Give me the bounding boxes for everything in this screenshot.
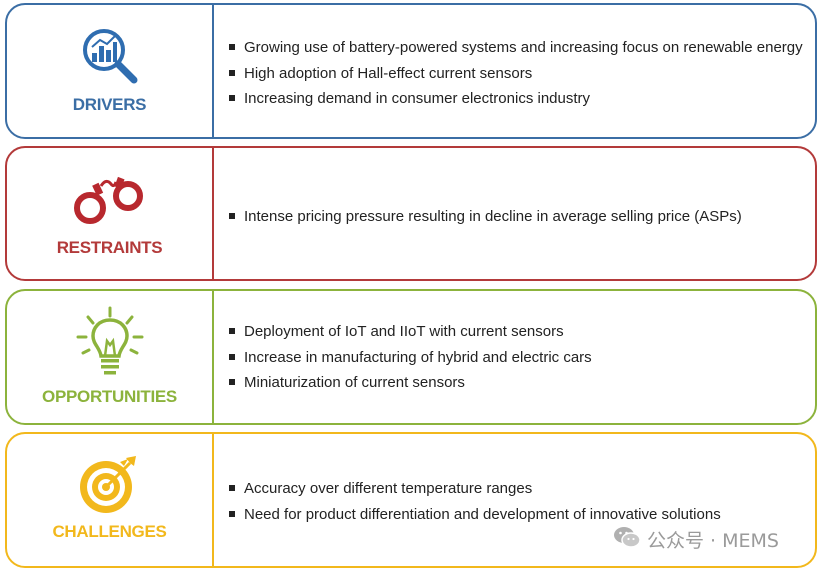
list-item: High adoption of Hall-effect current sen…	[229, 61, 805, 87]
restraints-label-cell: RESTRAINTS	[7, 148, 214, 279]
restraints-panel: RESTRAINTS Intense pricing pressure resu…	[5, 146, 817, 281]
list-item: Accuracy over different temperature rang…	[229, 476, 805, 502]
challenges-title: CHALLENGES	[52, 522, 167, 541]
target-icon	[7, 454, 212, 516]
challenges-bullets: Accuracy over different temperature rang…	[229, 476, 805, 527]
list-item: Need for product differentiation and dev…	[229, 502, 805, 528]
watermark: 公众号 · MEMS	[613, 526, 779, 552]
restraints-title: RESTRAINTS	[56, 238, 163, 257]
list-item: Intense pricing pressure resulting in de…	[229, 204, 805, 230]
handcuffs-icon	[7, 172, 212, 228]
wechat-icon	[613, 525, 647, 554]
magnifier-chart-icon	[7, 25, 212, 87]
opportunities-title: OPPORTUNITIES	[42, 387, 177, 406]
opportunities-panel: OPPORTUNITIES Deployment of IoT and IIoT…	[5, 289, 817, 425]
watermark-text: 公众号 · MEMS	[647, 529, 779, 552]
opportunities-bullets: Deployment of IoT and IIoT with current …	[229, 319, 805, 396]
drivers-label-cell: DRIVERS	[7, 5, 214, 137]
drivers-bullets: Growing use of battery-powered systems a…	[229, 35, 805, 112]
list-item: Deployment of IoT and IIoT with current …	[229, 319, 805, 345]
drivers-title: DRIVERS	[72, 95, 147, 114]
opportunities-label-cell: OPPORTUNITIES	[7, 291, 214, 423]
restraints-bullets: Intense pricing pressure resulting in de…	[229, 204, 805, 230]
list-item: Increase in manufacturing of hybrid and …	[229, 345, 805, 371]
drivers-panel: DRIVERS Growing use of battery-powered s…	[5, 3, 817, 139]
lightbulb-icon	[7, 305, 212, 377]
challenges-label-cell: CHALLENGES	[7, 434, 214, 566]
challenges-panel: CHALLENGES Accuracy over different tempe…	[5, 432, 817, 568]
list-item: Growing use of battery-powered systems a…	[229, 35, 805, 61]
list-item: Increasing demand in consumer electronic…	[229, 86, 805, 112]
list-item: Miniaturization of current sensors	[229, 370, 805, 396]
